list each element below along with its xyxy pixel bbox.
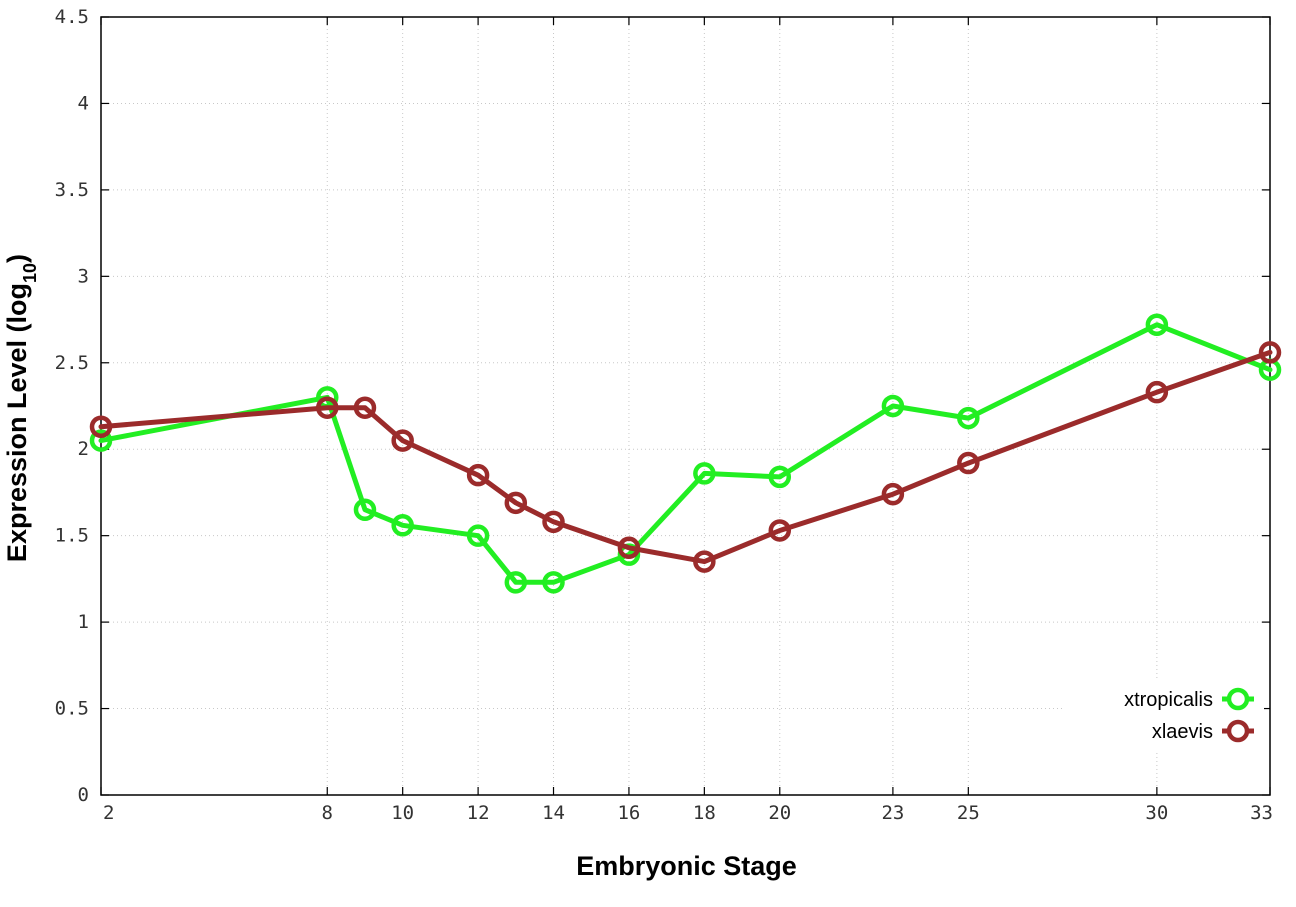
data-point-xlaevis: [391, 429, 414, 452]
y-axis-title: Expression Level (log10): [2, 254, 40, 562]
data-point-xtropicalis: [693, 462, 716, 485]
data-point-xtropicalis: [391, 514, 414, 537]
y-axis-title-main: Expression Level (log: [2, 283, 32, 562]
y-tick-label: 1: [78, 611, 89, 633]
data-point-xtropicalis: [542, 571, 565, 594]
x-tick-label: 33: [1250, 802, 1273, 824]
data-point-xlaevis: [316, 396, 339, 419]
data-point-xlaevis: [1145, 380, 1169, 404]
data-point-xlaevis: [466, 463, 490, 487]
data-point-xtropicalis: [768, 465, 792, 489]
data-point-xtropicalis: [89, 429, 113, 452]
data-point-xlaevis: [693, 550, 716, 573]
plot-frame: [100, 16, 1271, 796]
y-tick-label: 2.5: [55, 352, 89, 374]
x-tick-label: 16: [617, 802, 640, 824]
legend-swatch-marker-xtropicalis: [1226, 687, 1250, 711]
series-line-xtropicalis: [98, 322, 1273, 585]
data-point-xlaevis: [768, 519, 792, 542]
x-tick-label: 18: [693, 802, 716, 824]
y-axis-title-subscript: 10: [20, 263, 40, 283]
y-tick-label: 4: [78, 92, 89, 114]
y-axis-title-close: ): [2, 254, 32, 263]
data-point-xlaevis: [881, 482, 905, 506]
legend: xtropicalis xlaevis: [1064, 680, 1264, 752]
data-point-xlaevis: [617, 536, 641, 560]
data-point-xlaevis: [542, 510, 565, 534]
data-point-xtropicalis: [504, 571, 528, 594]
x-tick-label: 12: [467, 802, 490, 824]
x-tick-label: 23: [881, 802, 904, 824]
y-tick-label: 3: [78, 265, 89, 287]
x-tick-label: 8: [322, 802, 333, 824]
data-point-xlaevis: [504, 491, 528, 515]
x-tick-label: 2: [103, 802, 114, 824]
y-tick-label: 2: [78, 438, 89, 460]
grid: [101, 17, 1270, 795]
y-tick-label: 0: [78, 784, 89, 806]
data-point-xlaevis: [957, 451, 980, 475]
data-point-xtropicalis: [353, 498, 377, 521]
legend-label-xlaevis: xlaevis: [1152, 721, 1213, 743]
y-tick-label: 3.5: [55, 179, 89, 201]
x-tick-label: 14: [542, 802, 565, 824]
y-tick-label: 0.5: [55, 698, 89, 720]
data-point-xtropicalis: [1145, 313, 1169, 336]
data-point-xlaevis: [353, 396, 377, 419]
data-point-xlaevis: [89, 415, 113, 438]
series-line-xlaevis: [98, 349, 1273, 565]
x-axis-title: Embryonic Stage: [576, 851, 797, 881]
data-point-xtropicalis: [466, 524, 490, 547]
data-point-xlaevis: [1258, 341, 1282, 364]
y-tick-label: 4.5: [55, 6, 89, 28]
y-tick-label: 1.5: [55, 525, 89, 547]
x-tick-label: 20: [768, 802, 791, 824]
x-tick-label: 10: [391, 802, 414, 824]
data-point-xtropicalis: [957, 406, 980, 430]
data-point-xtropicalis: [881, 394, 905, 418]
x-tick-label: 25: [957, 802, 980, 824]
series-xlaevis: [89, 341, 1282, 573]
legend-swatch-marker-xlaevis: [1226, 719, 1250, 743]
x-tick-label: 30: [1145, 802, 1168, 824]
legend-label-xtropicalis: xtropicalis: [1124, 689, 1213, 711]
series-xtropicalis: [89, 313, 1282, 594]
series-layer: [89, 313, 1282, 594]
